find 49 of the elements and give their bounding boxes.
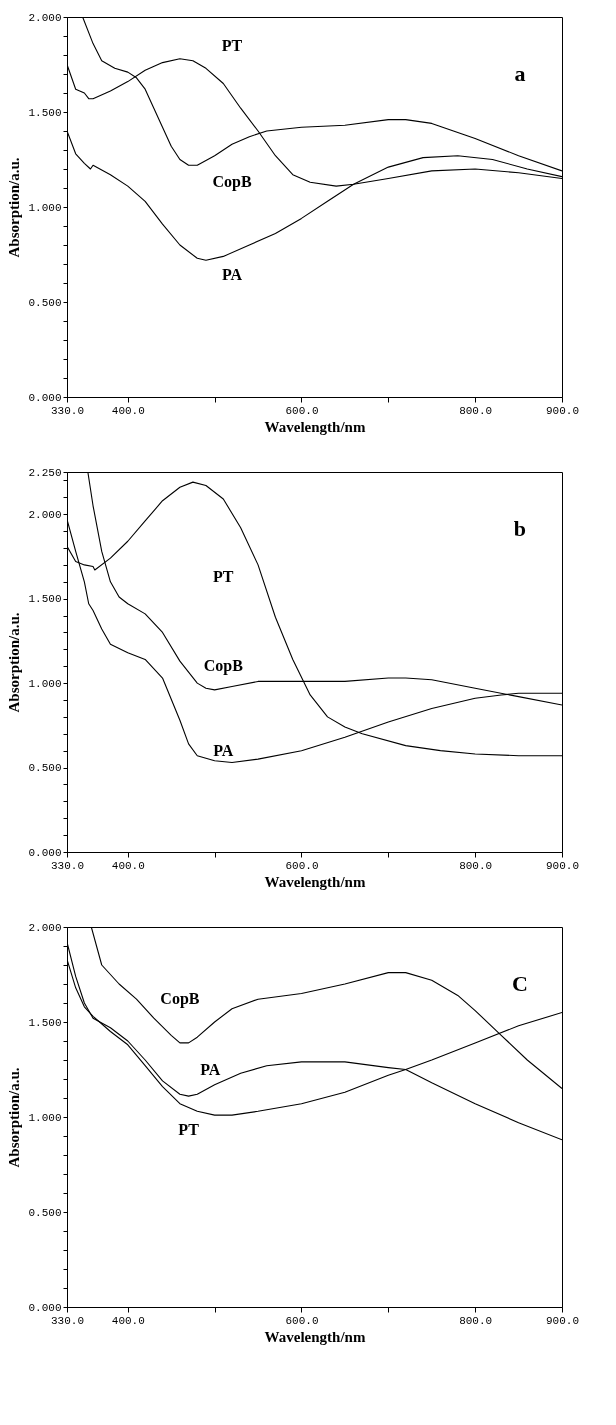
y-tick-label: 2.000 xyxy=(28,921,62,934)
y-tick-label: 1.500 xyxy=(28,1016,62,1029)
x-tick-label: 330.0 xyxy=(50,859,85,872)
x-tick-label: 600.0 xyxy=(285,404,319,417)
series-label: PA xyxy=(200,1061,221,1079)
x-tick-label: 600.0 xyxy=(285,1314,319,1327)
y-tick-label: 1.500 xyxy=(28,593,62,606)
x-tick-label: 900.0 xyxy=(545,859,580,872)
series-label: PT xyxy=(221,36,243,54)
annotation: b xyxy=(513,516,527,541)
y-axis-title: Absorption/a.u. xyxy=(6,612,23,713)
series-label: CopB xyxy=(203,657,244,676)
y-tick-label: 2.000 xyxy=(28,11,62,24)
x-axis-title: Wavelength/nm xyxy=(264,1328,366,1345)
series-label: CopB xyxy=(160,990,200,1009)
y-tick-label: 1.000 xyxy=(28,1111,62,1124)
series-label: PT xyxy=(178,1121,200,1139)
x-tick-label: 400.0 xyxy=(111,859,145,872)
series-label: PA xyxy=(213,741,234,759)
x-tick-label: 600.0 xyxy=(285,859,319,872)
x-tick-label: 800.0 xyxy=(459,1314,493,1327)
y-axis-title: Absorption/a.u. xyxy=(6,1067,23,1168)
x-tick-label: 400.0 xyxy=(111,1314,145,1327)
series-label: CopB xyxy=(212,173,252,192)
y-tick-label: 0.500 xyxy=(28,296,62,309)
x-tick-label: 900.0 xyxy=(545,1314,580,1327)
y-tick-label: 0.000 xyxy=(28,391,62,404)
y-tick-label: 0.000 xyxy=(28,1301,62,1314)
y-tick-label: 1.000 xyxy=(28,201,62,214)
x-tick-label: 330.0 xyxy=(50,404,85,417)
y-tick-label: 0.000 xyxy=(28,846,62,859)
y-tick-label: 0.500 xyxy=(28,762,62,775)
y-tick-label: 0.500 xyxy=(28,1206,62,1219)
series-label: PA xyxy=(221,266,243,284)
x-axis-title: Wavelength/nm xyxy=(264,418,366,435)
annotation: C xyxy=(511,971,528,996)
x-axis-title: Wavelength/nm xyxy=(264,873,366,890)
y-tick-label: 2.250 xyxy=(28,466,62,479)
y-tick-label: 1.000 xyxy=(28,677,62,690)
annotation: a xyxy=(514,61,526,86)
y-axis-title: Absorption/a.u. xyxy=(6,157,23,258)
x-tick-label: 900.0 xyxy=(545,404,580,417)
x-tick-label: 330.0 xyxy=(50,1314,85,1327)
x-tick-label: 800.0 xyxy=(459,859,493,872)
x-tick-label: 800.0 xyxy=(459,404,493,417)
x-tick-label: 400.0 xyxy=(111,404,145,417)
y-tick-label: 2.000 xyxy=(28,508,62,521)
y-tick-label: 1.500 xyxy=(28,106,62,119)
series-label: PT xyxy=(213,567,234,585)
